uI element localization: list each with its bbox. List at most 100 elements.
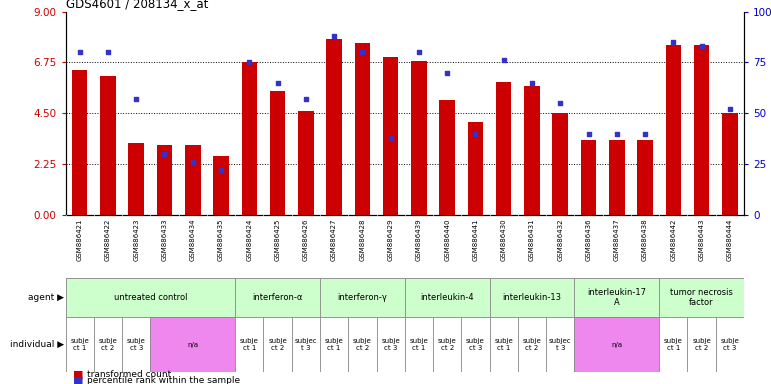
Text: GSM886435: GSM886435 bbox=[218, 218, 224, 261]
Text: subje
ct 2: subje ct 2 bbox=[268, 338, 287, 351]
Text: interleukin-4: interleukin-4 bbox=[420, 293, 474, 302]
Point bbox=[243, 59, 255, 65]
Text: subje
ct 3: subje ct 3 bbox=[382, 338, 400, 351]
Text: GSM886430: GSM886430 bbox=[500, 218, 507, 261]
Point bbox=[667, 39, 679, 45]
Text: subje
ct 1: subje ct 1 bbox=[70, 338, 89, 351]
Text: interferon-α: interferon-α bbox=[252, 293, 303, 302]
Text: GSM886429: GSM886429 bbox=[388, 218, 394, 261]
Text: ■: ■ bbox=[73, 369, 84, 379]
Bar bbox=[185, 145, 200, 215]
Point bbox=[724, 106, 736, 112]
Point bbox=[611, 131, 623, 137]
Bar bbox=[461, 317, 490, 372]
Bar bbox=[433, 317, 461, 372]
Text: subjec
t 3: subjec t 3 bbox=[549, 338, 571, 351]
Bar bbox=[129, 143, 144, 215]
Text: subje
ct 1: subje ct 1 bbox=[325, 338, 343, 351]
Text: GSM886439: GSM886439 bbox=[416, 218, 422, 261]
Bar bbox=[715, 317, 744, 372]
Bar bbox=[94, 317, 122, 372]
Bar bbox=[157, 145, 172, 215]
Text: tumor necrosis
factor: tumor necrosis factor bbox=[670, 288, 733, 307]
Text: subje
ct 2: subje ct 2 bbox=[438, 338, 456, 351]
Bar bbox=[518, 317, 546, 372]
Bar bbox=[122, 317, 150, 372]
Bar bbox=[235, 317, 264, 372]
Text: interleukin-17
A: interleukin-17 A bbox=[588, 288, 646, 307]
Bar bbox=[553, 113, 568, 215]
Text: interleukin-13: interleukin-13 bbox=[503, 293, 561, 302]
Bar bbox=[496, 82, 511, 215]
Point bbox=[582, 131, 594, 137]
Bar bbox=[66, 278, 235, 317]
Bar bbox=[66, 317, 94, 372]
Point bbox=[695, 43, 708, 49]
Bar bbox=[72, 70, 87, 215]
Point bbox=[73, 49, 86, 55]
Text: interferon-γ: interferon-γ bbox=[338, 293, 387, 302]
Bar bbox=[298, 111, 314, 215]
Point bbox=[470, 131, 482, 137]
Text: subje
ct 1: subje ct 1 bbox=[494, 338, 513, 351]
Text: subje
ct 3: subje ct 3 bbox=[466, 338, 485, 351]
Text: GSM886443: GSM886443 bbox=[699, 218, 705, 261]
Point bbox=[187, 159, 199, 165]
Text: ■: ■ bbox=[73, 376, 84, 384]
Text: GSM886438: GSM886438 bbox=[642, 218, 648, 261]
Point bbox=[497, 57, 510, 63]
Bar bbox=[383, 57, 399, 215]
Text: GDS4601 / 208134_x_at: GDS4601 / 208134_x_at bbox=[66, 0, 208, 10]
Bar bbox=[320, 278, 405, 317]
Bar bbox=[320, 317, 348, 372]
Bar bbox=[688, 317, 715, 372]
Text: GSM886436: GSM886436 bbox=[585, 218, 591, 261]
Bar bbox=[659, 317, 688, 372]
Point bbox=[526, 79, 538, 86]
Text: subje
ct 3: subje ct 3 bbox=[721, 338, 739, 351]
Bar bbox=[468, 122, 483, 215]
Bar bbox=[376, 317, 405, 372]
Text: subjec
t 3: subjec t 3 bbox=[295, 338, 317, 351]
Text: percentile rank within the sample: percentile rank within the sample bbox=[87, 376, 241, 384]
Bar bbox=[270, 91, 285, 215]
Text: subje
ct 1: subje ct 1 bbox=[240, 338, 258, 351]
Text: GSM886437: GSM886437 bbox=[614, 218, 620, 261]
Bar bbox=[348, 317, 376, 372]
Text: GSM886431: GSM886431 bbox=[529, 218, 535, 261]
Text: subje
ct 1: subje ct 1 bbox=[664, 338, 682, 351]
Bar bbox=[439, 100, 455, 215]
Text: GSM886423: GSM886423 bbox=[133, 218, 140, 261]
Bar bbox=[659, 278, 744, 317]
Text: GSM886440: GSM886440 bbox=[444, 218, 450, 261]
Text: subje
ct 2: subje ct 2 bbox=[99, 338, 117, 351]
Text: subje
ct 2: subje ct 2 bbox=[523, 338, 541, 351]
Text: GSM886422: GSM886422 bbox=[105, 218, 111, 261]
Bar bbox=[574, 317, 659, 372]
Point bbox=[130, 96, 143, 102]
Point bbox=[554, 100, 567, 106]
Text: GSM886425: GSM886425 bbox=[274, 218, 281, 261]
Bar bbox=[722, 113, 738, 215]
Bar bbox=[150, 317, 235, 372]
Point bbox=[385, 135, 397, 141]
Bar bbox=[609, 141, 625, 215]
Text: subje
ct 3: subje ct 3 bbox=[127, 338, 146, 351]
Bar bbox=[326, 39, 342, 215]
Point bbox=[441, 70, 453, 76]
Text: GSM886427: GSM886427 bbox=[331, 218, 337, 261]
Text: individual ▶: individual ▶ bbox=[10, 340, 64, 349]
Text: GSM886424: GSM886424 bbox=[246, 218, 252, 261]
Text: GSM886433: GSM886433 bbox=[161, 218, 167, 261]
Bar bbox=[490, 278, 574, 317]
Text: untreated control: untreated control bbox=[113, 293, 187, 302]
Bar bbox=[524, 86, 540, 215]
Text: GSM886432: GSM886432 bbox=[557, 218, 564, 261]
Bar bbox=[291, 317, 320, 372]
Text: GSM886434: GSM886434 bbox=[190, 218, 196, 261]
Text: GSM886426: GSM886426 bbox=[303, 218, 309, 261]
Point bbox=[215, 167, 227, 173]
Bar bbox=[264, 317, 291, 372]
Bar bbox=[581, 141, 596, 215]
Bar bbox=[490, 317, 518, 372]
